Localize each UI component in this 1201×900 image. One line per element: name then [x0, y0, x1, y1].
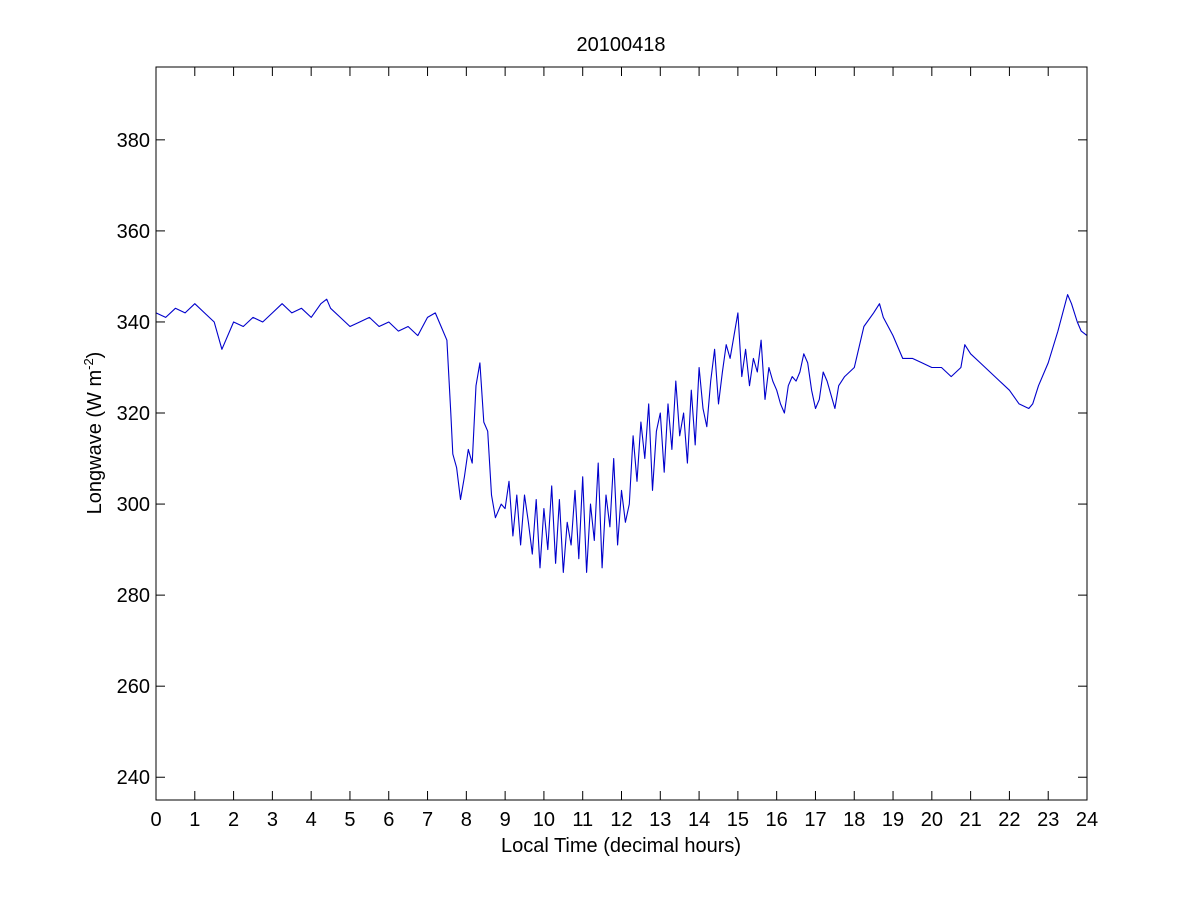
x-tick-label: 19: [882, 809, 904, 831]
x-tick-label: 20: [921, 809, 943, 831]
x-tick-label: 8: [461, 809, 472, 831]
y-tick-label: 340: [117, 312, 150, 334]
y-axis-label-sup: -2: [81, 358, 96, 370]
x-tick-label: 11: [572, 809, 593, 831]
x-tick-label: 14: [688, 809, 710, 831]
x-tick-label: 18: [843, 809, 865, 831]
x-tick-label: 16: [766, 809, 788, 831]
x-axis: 0 1 2 3 4 5 6 7 8 9 10 11 12 13 14 15 16 17 18 19 20 21 22 23 24: [150, 67, 1098, 831]
y-tick-label: 360: [117, 221, 150, 243]
y-tick-label: 280: [117, 585, 150, 607]
x-tick-label: 10: [533, 809, 555, 831]
chart-title: 20100418: [577, 34, 666, 56]
x-tick-label: 5: [344, 809, 355, 831]
plot-area: [155, 294, 1088, 573]
y-axis-label-main: Longwave (W m: [84, 370, 106, 515]
x-tick-label: 6: [383, 809, 394, 831]
x-tick-label: 17: [804, 809, 826, 831]
x-tick-label: 22: [998, 809, 1020, 831]
x-tick-label: 0: [150, 809, 161, 831]
x-axis-label: Local Time (decimal hours): [501, 835, 741, 857]
x-tick-label: 7: [422, 809, 433, 831]
x-tick-label: 2: [228, 809, 239, 831]
x-tick-label: 21: [960, 809, 982, 831]
x-tick-label: 3: [267, 809, 278, 831]
x-tick-label: 9: [500, 809, 511, 831]
y-axis-label: Longwave (W m-2): [81, 352, 106, 515]
x-tick-label: 24: [1076, 809, 1098, 831]
x-tick-label: 15: [727, 809, 749, 831]
x-tick-label: 12: [610, 809, 632, 831]
x-tick-label: 13: [649, 809, 671, 831]
series-line-longwave: [155, 294, 1088, 573]
x-tick-label: 23: [1037, 809, 1059, 831]
y-tick-label: 300: [117, 494, 150, 516]
y-tick-label: 260: [117, 676, 150, 698]
y-axis: 240 260 280 300 320 340 360 380: [117, 130, 1087, 789]
y-axis-label-close: ): [84, 352, 106, 359]
y-tick-label: 380: [117, 130, 150, 152]
y-tick-label: 320: [117, 403, 150, 425]
y-tick-label: 240: [117, 767, 150, 789]
x-tick-label: 1: [189, 809, 200, 831]
x-tick-label: 4: [306, 809, 317, 831]
